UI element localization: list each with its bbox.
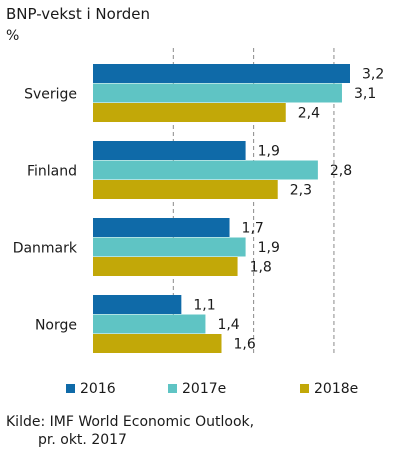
unit-label: % — [6, 28, 19, 44]
bar-2016-danmark — [93, 218, 230, 237]
value-label: 1,7 — [242, 221, 264, 237]
bar-2017e-finland — [93, 160, 318, 180]
legend-swatch-2018e — [300, 384, 309, 393]
value-label: 1,1 — [193, 298, 215, 314]
bars — [93, 64, 350, 353]
bar-2016-sverige — [93, 64, 350, 83]
bar-2018e-finland — [93, 180, 278, 199]
bar-2017e-sverige — [93, 83, 342, 103]
value-label: 1,9 — [258, 240, 280, 256]
category-label-norge: Norge — [35, 317, 77, 333]
value-label: 1,9 — [258, 144, 280, 160]
value-label: 1,6 — [234, 337, 256, 353]
bar-2018e-danmark — [93, 257, 238, 276]
category-label-finland: Finland — [27, 163, 77, 179]
source-line-1: Kilde: IMF World Economic Outlook, — [6, 414, 254, 430]
category-label-sverige: Sverige — [24, 86, 77, 102]
category-label-danmark: Danmark — [13, 240, 78, 256]
value-label: 1,8 — [250, 260, 272, 276]
legend-label-2017e: 2017e — [182, 381, 226, 397]
chart-title: BNP-vekst i Norden — [6, 5, 150, 23]
source-line-2: pr. okt. 2017 — [38, 432, 127, 448]
value-label: 2,4 — [298, 106, 320, 122]
legend-swatch-2017e — [168, 384, 177, 393]
value-label: 2,8 — [330, 163, 352, 179]
legend-label-2018e: 2018e — [314, 381, 358, 397]
legend-swatch-2016 — [66, 384, 75, 393]
value-label: 2,3 — [290, 183, 312, 199]
legend-label-2016: 2016 — [80, 381, 116, 397]
bar-2016-norge — [93, 295, 182, 314]
value-labels: 3,2 3,1 2,4 1,9 2,8 2,3 1,7 1,9 1,8 1,11,4 1,6 — [193, 67, 384, 353]
bar-2016-finland — [93, 141, 246, 160]
value-label: 3,1 — [354, 86, 376, 102]
category-labels: Sverige Finland Danmark Norge — [13, 86, 78, 333]
bar-2018e-sverige — [93, 103, 286, 122]
value-label: 1,4 — [217, 317, 239, 333]
value-label: 3,2 — [362, 67, 384, 83]
bar-2017e-danmark — [93, 237, 246, 257]
legend: 2016 2017e 2018e — [66, 381, 358, 397]
bar-2017e-norge — [93, 314, 206, 334]
bar-2018e-norge — [93, 334, 222, 353]
